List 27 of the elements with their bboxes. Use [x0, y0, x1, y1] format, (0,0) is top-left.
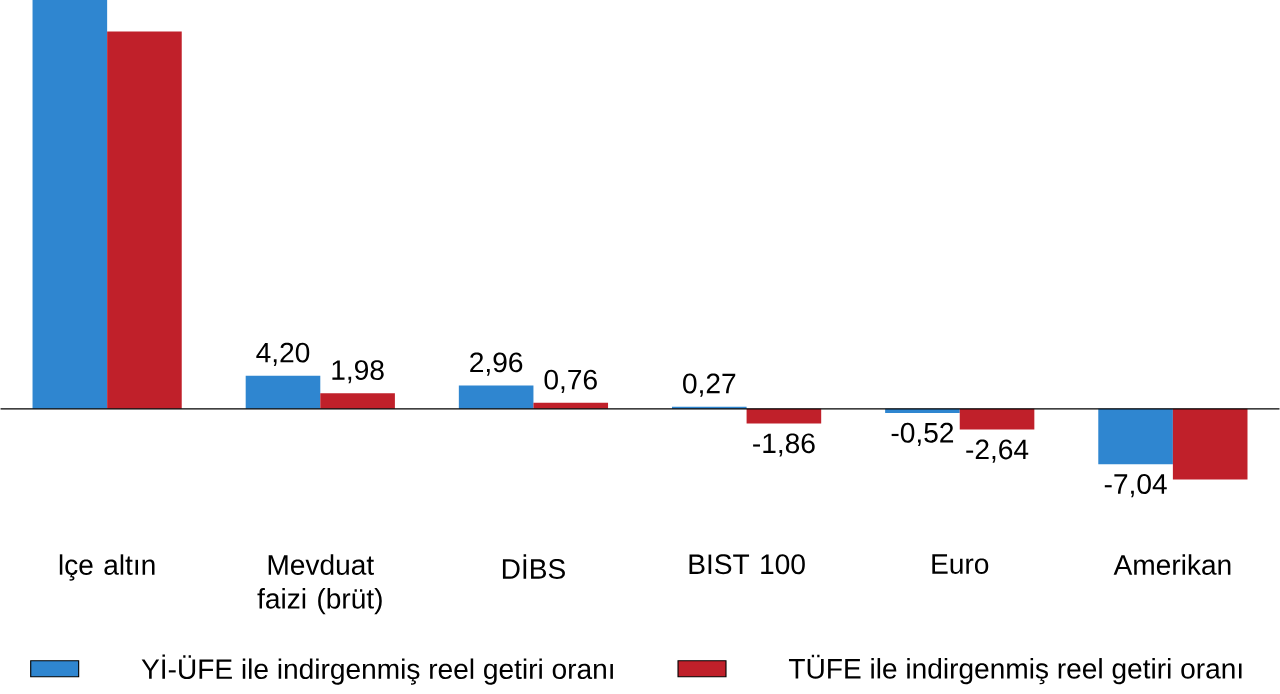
- data-label: -1,86: [753, 433, 815, 457]
- legend-label: Yİ-ÜFE ile indirgenmiş reel getiri oranı: [141, 654, 613, 685]
- bar: [245, 375, 321, 409]
- bar: [32, 0, 108, 409]
- data-label: -2,64: [966, 439, 1029, 463]
- bar: [885, 408, 960, 413]
- data-label: 4,20: [256, 342, 310, 366]
- data-label: 0,76: [544, 369, 597, 393]
- data-label: 1,98: [332, 360, 384, 384]
- data-label: -7,04: [1104, 473, 1167, 498]
- data-label: -0,52: [891, 422, 954, 446]
- bar: [959, 408, 1035, 430]
- bar: [107, 31, 182, 409]
- bar: [1098, 408, 1173, 465]
- bar: [746, 408, 822, 424]
- x-tick-label: Mevduat faizi (brüt): [257, 554, 382, 615]
- bar: [320, 393, 395, 409]
- x-tick-label: DİBS: [502, 554, 565, 579]
- bar: [1172, 408, 1248, 480]
- data-label: 0,27: [683, 373, 736, 397]
- bar: [458, 385, 534, 409]
- x-tick-label: Amerikan: [1113, 554, 1231, 575]
- x-tick-label: BIST 100: [689, 554, 805, 575]
- x-tick-label: lçe altın: [59, 554, 155, 581]
- legend-label: TÜFE ile indirgenmiş reel getiri oranı: [788, 654, 1242, 685]
- data-label: 2,96: [470, 352, 523, 376]
- x-tick-label: Euro: [932, 554, 989, 574]
